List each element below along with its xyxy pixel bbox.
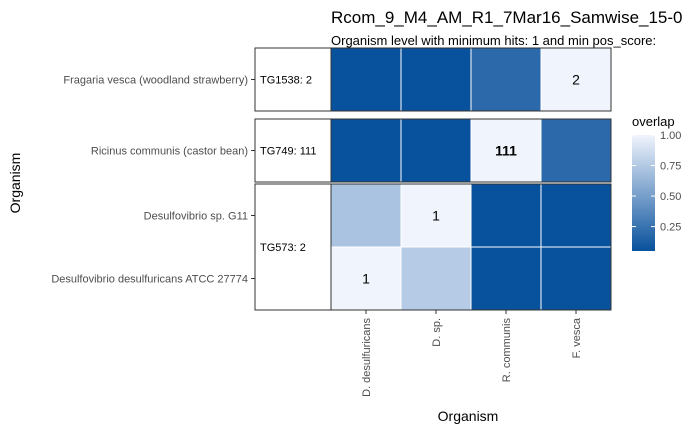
facet-label: TG749: 111 <box>260 146 316 158</box>
heatmap-cell <box>540 246 612 311</box>
facet-panel-border <box>330 47 612 112</box>
heatmap-cell <box>400 246 472 311</box>
heatmap-cell <box>470 183 542 248</box>
y-tick-label: Desulfovibrio sp. G11 <box>144 211 248 223</box>
heatmap-cell <box>540 118 612 183</box>
x-axis-title: Organism <box>438 408 499 424</box>
legend-colorbar <box>632 135 655 251</box>
facet-label: TG1538: 2 <box>260 75 312 87</box>
plot-area: TG1538: 2 2 Fragaria vesca (woodland straw… <box>51 47 612 397</box>
heatmap-cell <box>470 118 542 183</box>
facet-strip <box>254 47 332 112</box>
legend-tick-label: 0.50 <box>660 191 681 203</box>
chart-title: Rcom_9_M4_AM_R1_7Mar16_Samwise_15-0 <box>331 8 683 27</box>
heatmap-cell <box>330 47 402 112</box>
heatmap-cell <box>400 118 472 183</box>
facet-panel-border <box>330 118 612 183</box>
heatmap-cell <box>470 246 542 311</box>
heatmap-cell <box>330 118 402 183</box>
heatmap-cell <box>400 47 472 112</box>
heatmap-cell <box>540 183 612 248</box>
x-tick-label: R. communis <box>501 318 513 383</box>
x-tick-label: D. desulfuricans <box>361 318 373 397</box>
heatmap-cell <box>470 47 542 112</box>
x-tick-label: F. vesca <box>571 317 583 358</box>
legend-tick-label: 0.25 <box>660 222 681 234</box>
heatmap-cell <box>330 183 402 248</box>
cell-value-label: 2 <box>572 72 580 88</box>
legend: overlap 1.00 0.75 0.50 0.25 <box>632 114 681 251</box>
legend-tick-label: 0.75 <box>660 161 681 173</box>
y-tick-label: Ricinus communis (castor bean) <box>91 146 248 158</box>
y-tick-label: Fragaria vesca (woodland strawberry) <box>63 75 248 87</box>
cell-value-label: 1 <box>362 271 370 287</box>
x-tick-label: D. sp. <box>431 318 443 347</box>
cell-value-label: 1 <box>432 208 440 224</box>
y-tick-label: Desulfovibrio desulfuricans ATCC 27774 <box>51 274 248 286</box>
facet-panel-border <box>330 183 612 311</box>
chart-subtitle: Organism level with minimum hits: 1 and … <box>331 33 656 48</box>
facet-strip <box>254 183 332 311</box>
cell-value-label: 111 <box>495 143 517 159</box>
facet-strip <box>254 118 332 183</box>
legend-tick-label: 1.00 <box>660 130 681 142</box>
heatmap-cell <box>540 47 612 112</box>
legend-title: overlap <box>632 114 675 129</box>
facet-label: TG573: 2 <box>260 242 306 254</box>
y-axis-title: Organism <box>7 153 23 214</box>
